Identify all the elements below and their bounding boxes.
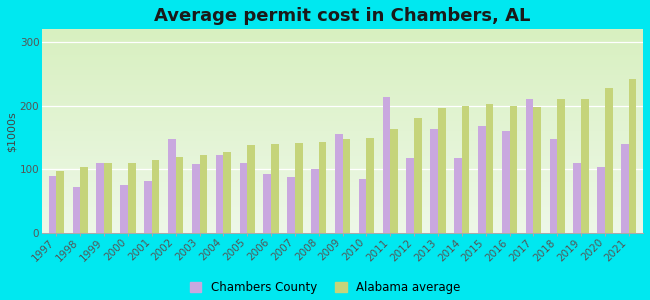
Bar	[383, 98, 390, 233]
Bar	[57, 171, 64, 233]
Bar	[49, 176, 57, 233]
Bar	[414, 118, 422, 233]
Bar	[390, 129, 398, 233]
Legend: Chambers County, Alabama average: Chambers County, Alabama average	[190, 281, 460, 294]
Bar	[335, 134, 343, 233]
Bar	[81, 167, 88, 233]
Bar	[271, 144, 279, 233]
Bar	[343, 139, 350, 233]
Bar	[454, 158, 462, 233]
Bar	[367, 137, 374, 233]
Bar	[311, 169, 318, 233]
Bar	[581, 99, 589, 233]
Bar	[406, 158, 414, 233]
Bar	[144, 181, 152, 233]
Bar	[104, 163, 112, 233]
Bar	[287, 177, 295, 233]
Bar	[73, 187, 81, 233]
Bar	[486, 104, 493, 233]
Y-axis label: $1000s: $1000s	[7, 111, 17, 152]
Bar	[224, 152, 231, 233]
Bar	[597, 167, 605, 233]
Bar	[240, 163, 247, 233]
Bar	[192, 164, 200, 233]
Title: Average permit cost in Chambers, AL: Average permit cost in Chambers, AL	[155, 7, 531, 25]
Bar	[430, 129, 438, 233]
Bar	[200, 155, 207, 233]
Bar	[573, 163, 581, 233]
Bar	[462, 106, 469, 233]
Bar	[359, 179, 367, 233]
Bar	[629, 79, 636, 233]
Bar	[96, 163, 104, 233]
Bar	[120, 185, 128, 233]
Bar	[128, 163, 136, 233]
Bar	[550, 139, 557, 233]
Bar	[526, 99, 534, 233]
Bar	[216, 155, 224, 233]
Bar	[152, 160, 159, 233]
Bar	[263, 175, 271, 233]
Bar	[478, 126, 486, 233]
Bar	[438, 108, 446, 233]
Bar	[605, 88, 612, 233]
Bar	[621, 144, 629, 233]
Bar	[318, 142, 326, 233]
Bar	[557, 99, 565, 233]
Bar	[510, 106, 517, 233]
Bar	[247, 145, 255, 233]
Bar	[502, 131, 510, 233]
Bar	[295, 142, 302, 233]
Bar	[534, 107, 541, 233]
Bar	[176, 157, 183, 233]
Bar	[168, 139, 176, 233]
